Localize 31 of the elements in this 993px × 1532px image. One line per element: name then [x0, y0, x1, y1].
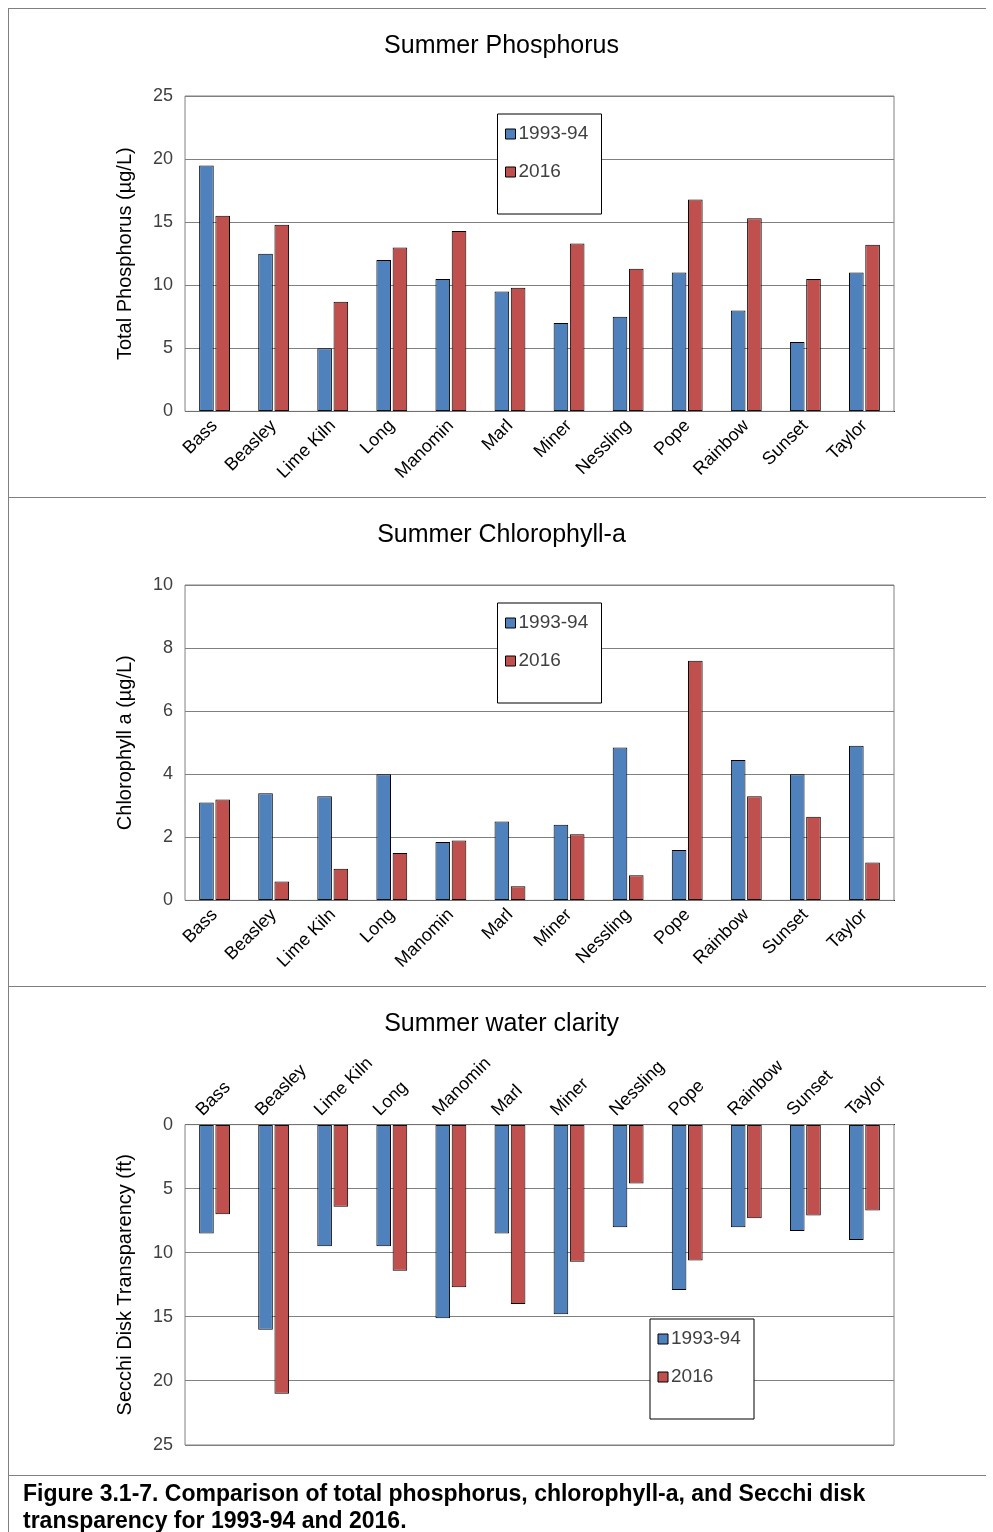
- y-tick-label: 10: [152, 573, 174, 594]
- y-tick-label: 10: [152, 274, 174, 295]
- y-tick-label: 4: [163, 763, 174, 784]
- legend-label: 2016: [671, 1365, 714, 1387]
- chart-title: Summer water clarity: [384, 1007, 620, 1036]
- legend-label: 1993-94: [518, 611, 589, 633]
- y-tick-label: 6: [163, 700, 174, 721]
- y-tick-label: 2: [163, 826, 174, 847]
- y-tick-label: 0: [163, 400, 174, 421]
- chart-title: Summer Chlorophyll-a: [377, 518, 626, 547]
- y-tick-label: 8: [163, 637, 174, 658]
- y-tick-label: 5: [163, 337, 174, 358]
- legend-label: 2016: [518, 649, 561, 671]
- y-axis-title: Total Phosphorus (µg/L): [112, 147, 135, 361]
- y-axis-title: Secchi Disk Transparency (ft): [112, 1154, 135, 1416]
- legend-label: 1993-94: [671, 1327, 742, 1349]
- y-tick-label: 0: [163, 1113, 174, 1134]
- chart-title: Summer Phosphorus: [384, 29, 619, 58]
- y-tick-label: 5: [163, 1177, 174, 1198]
- y-tick-label: 15: [152, 1305, 174, 1326]
- legend-label: 1993-94: [518, 122, 589, 144]
- y-tick-label: 0: [163, 889, 174, 910]
- y-tick-label: 25: [152, 84, 174, 105]
- y-tick-label: 20: [152, 148, 174, 169]
- y-tick-label: 15: [152, 211, 174, 232]
- y-tick-label: 10: [152, 1241, 174, 1262]
- y-tick-label: 20: [152, 1369, 174, 1390]
- y-axis-title: Chlorophyll a (µg/L): [112, 655, 135, 831]
- caption: Figure 3.1-7. Comparison of total phosphorus, chlorophyll-a, and Secchi disk transparency for 1993-94 and 2016.: [9, 1475, 986, 1532]
- y-tick-label: 25: [152, 1433, 174, 1454]
- legend-label: 2016: [518, 160, 561, 182]
